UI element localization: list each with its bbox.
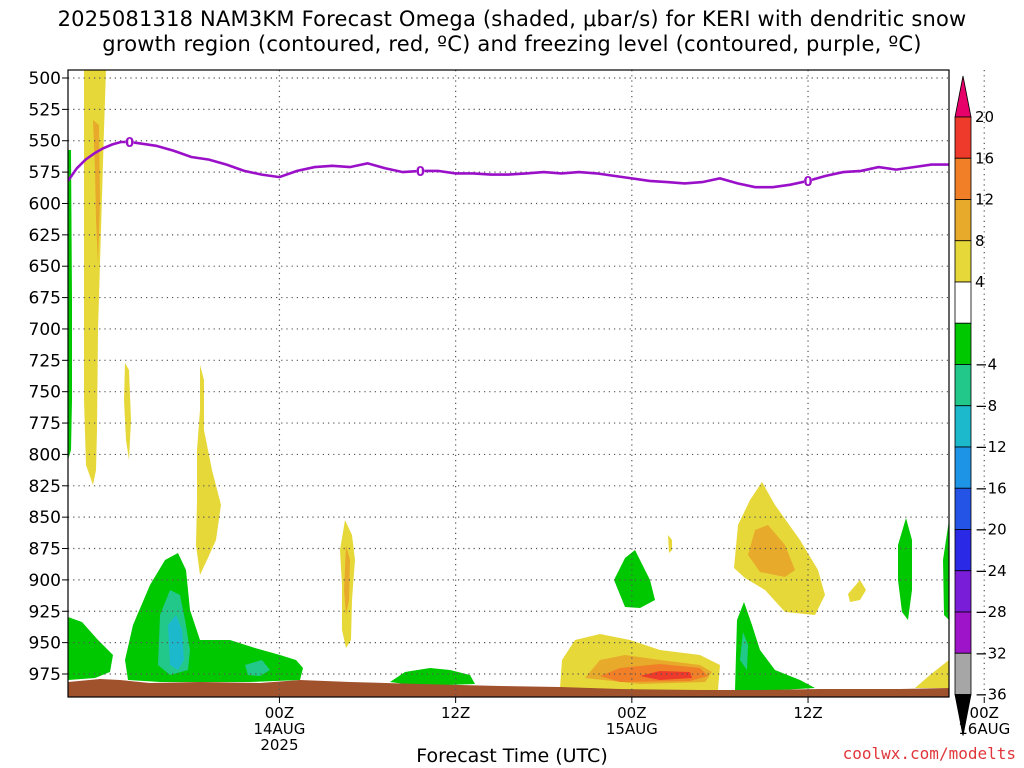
y-tick-label: 850: [29, 508, 61, 528]
x-tick-label: 00Z: [265, 704, 294, 722]
y-tick-label: 975: [29, 665, 61, 685]
x-tick-label: 12Z: [793, 704, 822, 722]
freezing-level-label: 0: [416, 165, 425, 180]
grid-lines: [68, 70, 985, 697]
colorbar-label: −4: [975, 356, 997, 374]
x-tick-label: 12Z: [441, 704, 470, 722]
freezing-level-label-bg: [804, 174, 813, 187]
colorbar-swatch: [954, 611, 972, 654]
y-tick-label: 800: [29, 445, 61, 465]
colorbar-label: −20: [975, 521, 1007, 539]
omega-area-green-8: [943, 520, 949, 620]
omega-area-teal-3: [740, 632, 748, 670]
omega-area-yellow-5: [668, 535, 672, 553]
omega-area-yellow-2: [124, 363, 131, 460]
freezing-level-label: 0: [804, 175, 813, 190]
colorbar: 20 16 12 8 4 −4 −8 −12 −16 −20 −24 −28 −32 −36: [954, 75, 1007, 736]
y-tick-label: 550: [29, 132, 61, 152]
y-tick-label: 600: [29, 194, 61, 214]
colorbar-label: −36: [975, 686, 1007, 704]
y-tick-label: 900: [29, 571, 61, 591]
x-axis-title: Forecast Time (UTC): [416, 745, 608, 767]
omega-area-orange-5: [748, 525, 795, 577]
omega-area-green-7: [898, 518, 912, 620]
colorbar-label: −24: [975, 562, 1007, 580]
colorbar-swatch: [954, 570, 972, 613]
colorbar-swatch: [954, 322, 972, 365]
plot-frame: [67, 69, 950, 698]
colorbar-swatch: [954, 116, 972, 159]
x-tick-label: 2025: [260, 736, 298, 754]
y-tick-label: 575: [29, 163, 61, 183]
y-tick-label: 625: [29, 226, 61, 246]
freezing-level-label-bg: [416, 164, 425, 177]
omega-area-yellow-3: [196, 365, 221, 575]
colorbar-label: −16: [975, 479, 1007, 497]
colorbar-label: 12: [975, 191, 994, 209]
colorbar-label: 20: [975, 108, 994, 126]
freezing-level-label: 0: [125, 136, 134, 151]
colorbar-label: −8: [975, 397, 997, 415]
x-tick-label: 15AUG: [606, 720, 658, 738]
omega-area-red-1: [640, 671, 692, 680]
colorbar-swatch: [954, 281, 972, 324]
x-tick-label: 00Z: [617, 704, 646, 722]
omega-area-yellow-1: [84, 70, 106, 485]
y-tick-label: 825: [29, 477, 61, 497]
colorbar-swatch: [954, 529, 972, 572]
y-tick-label: 875: [29, 540, 61, 560]
colorbar-swatch: [954, 240, 972, 283]
colorbar-swatch: [954, 487, 972, 530]
y-tick-label: 700: [29, 320, 61, 340]
colorbar-top-arrow: [954, 75, 972, 118]
colorbar-label: −28: [975, 603, 1007, 621]
colorbar-label: −12: [975, 438, 1007, 456]
colorbar-label: −32: [975, 644, 1007, 662]
x-tick-label: 16AUG: [958, 720, 1010, 738]
freezing-level-labels: 0 0 0: [125, 135, 813, 190]
omega-area-orange-1: [93, 120, 100, 265]
y-tick-label: 675: [29, 289, 61, 309]
y-tick-label: 775: [29, 414, 61, 434]
omega-area-yellow-8: [848, 580, 866, 602]
colorbar-swatch: [954, 405, 972, 448]
y-tick-label: 650: [29, 257, 61, 277]
omega-area-green-3: [125, 553, 303, 682]
omega-area-green-5: [614, 550, 655, 608]
omega-area-teal-2: [245, 660, 270, 676]
omega-shading-layer: [68, 70, 949, 697]
colorbar-swatch: [954, 652, 972, 695]
omega-area-green-4: [390, 668, 475, 686]
y-tick-label: 750: [29, 383, 61, 403]
colorbar-label: 4: [975, 273, 985, 291]
y-axis: 500 525 550 575 600 625 650 675 700 725 750 775 800 8…: [29, 69, 68, 685]
freezing-level-label-bg: [125, 135, 134, 148]
colorbar-label: 8: [975, 232, 985, 250]
colorbar-label: 16: [975, 149, 994, 167]
y-tick-label: 525: [29, 100, 61, 120]
omega-area-green-1: [68, 617, 113, 680]
y-tick-label: 925: [29, 602, 61, 622]
below-ground-shading: [68, 679, 949, 697]
omega-area-cyan-1: [168, 615, 184, 670]
colorbar-swatch: [954, 199, 972, 242]
omega-area-green-2: [68, 150, 72, 460]
colorbar-swatch: [954, 157, 972, 200]
freezing-level-contour: [68, 140, 949, 189]
credit-text[interactable]: coolwx.com/modelts: [842, 744, 1016, 763]
colorbar-bottom-arrow: [954, 694, 972, 736]
colorbar-swatch: [954, 364, 972, 407]
colorbar-swatch: [954, 446, 972, 489]
chart-title-line-2: growth region (contoured, red, ºC) and f…: [102, 32, 922, 56]
x-tick-label: 14AUG: [253, 720, 305, 738]
y-tick-label: 725: [29, 351, 61, 371]
omega-area-orange-2: [344, 545, 350, 615]
omega-area-green-6: [735, 602, 815, 690]
y-tick-label: 950: [29, 634, 61, 654]
y-tick-label: 500: [29, 69, 61, 89]
x-tick-label: 00Z: [970, 704, 999, 722]
chart-title-line-1: 2025081318 NAM3KM Forecast Omega (shaded…: [57, 7, 967, 31]
